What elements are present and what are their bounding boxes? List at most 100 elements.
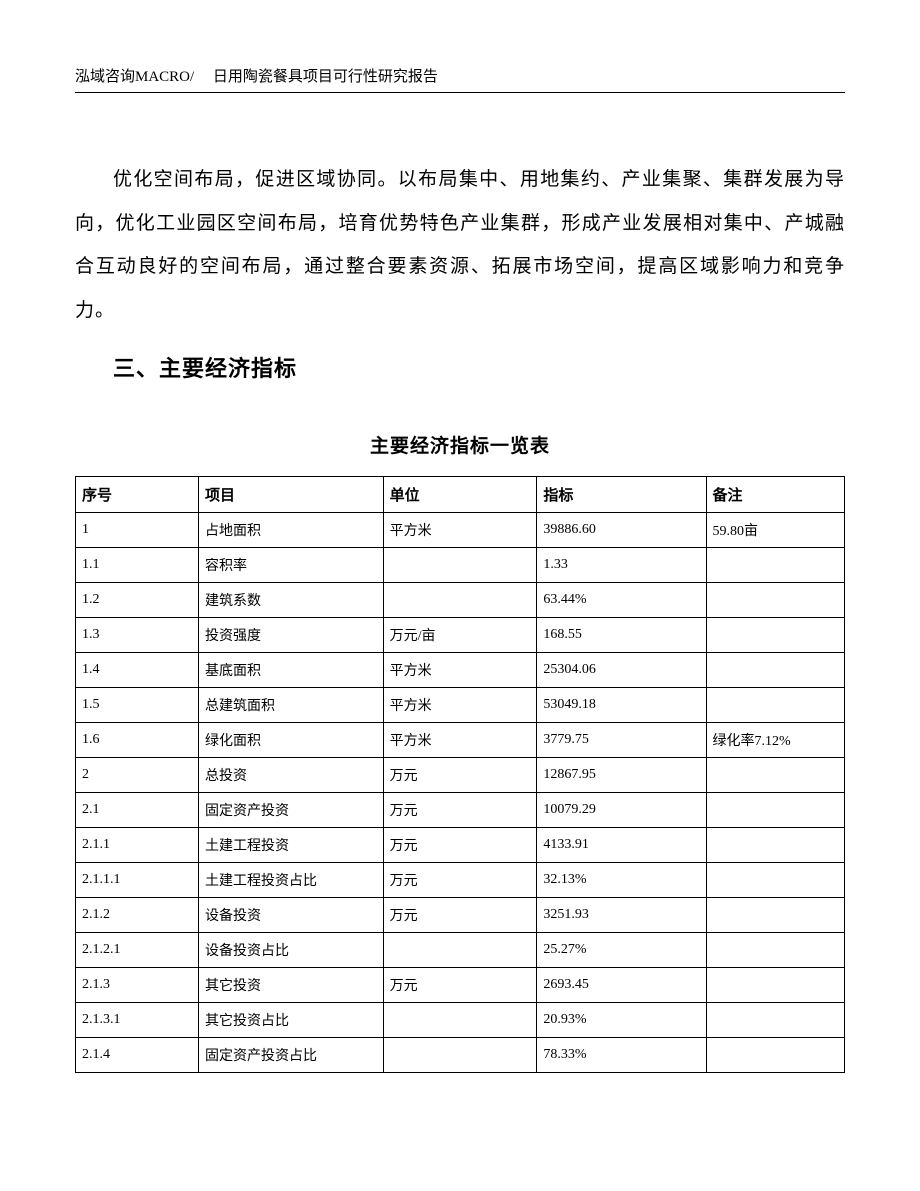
table-cell: 设备投资 bbox=[199, 897, 384, 932]
page-header: 泓域咨询MACRO/ 日用陶瓷餐具项目可行性研究报告 bbox=[75, 65, 845, 86]
table-cell bbox=[383, 932, 537, 967]
table-cell bbox=[706, 827, 844, 862]
table-cell: 万元 bbox=[383, 967, 537, 1002]
table-cell: 53049.18 bbox=[537, 687, 706, 722]
table-cell: 1.33 bbox=[537, 547, 706, 582]
table-cell: 39886.60 bbox=[537, 512, 706, 547]
table-cell bbox=[706, 1037, 844, 1072]
table-cell: 1.1 bbox=[76, 547, 199, 582]
table-cell: 12867.95 bbox=[537, 757, 706, 792]
table-row: 2.1.1.1土建工程投资占比万元32.13% bbox=[76, 862, 845, 897]
table-cell: 1.4 bbox=[76, 652, 199, 687]
table-cell: 2.1.2 bbox=[76, 897, 199, 932]
table-cell: 3251.93 bbox=[537, 897, 706, 932]
table-cell: 25304.06 bbox=[537, 652, 706, 687]
table-cell: 万元 bbox=[383, 827, 537, 862]
table-cell: 1.2 bbox=[76, 582, 199, 617]
table-cell: 总投资 bbox=[199, 757, 384, 792]
table-row: 2.1.2.1设备投资占比 25.27% bbox=[76, 932, 845, 967]
table-cell: 168.55 bbox=[537, 617, 706, 652]
table-cell: 其它投资占比 bbox=[199, 1002, 384, 1037]
table-row: 2总投资万元12867.95 bbox=[76, 757, 845, 792]
table-cell bbox=[706, 617, 844, 652]
table-cell: 2.1.3.1 bbox=[76, 1002, 199, 1037]
table-body: 1占地面积平方米39886.6059.80亩1.1容积率 1.33 1.2建筑系数 6… bbox=[76, 512, 845, 1072]
table-header-value: 指标 bbox=[537, 476, 706, 512]
table-cell: 2.1.3 bbox=[76, 967, 199, 1002]
table-cell: 1 bbox=[76, 512, 199, 547]
table-title: 主要经济指标一览表 bbox=[75, 431, 845, 458]
table-cell: 投资强度 bbox=[199, 617, 384, 652]
table-cell: 设备投资占比 bbox=[199, 932, 384, 967]
table-row: 2.1固定资产投资万元10079.29 bbox=[76, 792, 845, 827]
table-cell bbox=[706, 967, 844, 1002]
table-cell: 63.44% bbox=[537, 582, 706, 617]
table-cell: 平方米 bbox=[383, 722, 537, 757]
table-cell bbox=[706, 757, 844, 792]
table-row: 1.3投资强度万元/亩168.55 bbox=[76, 617, 845, 652]
table-cell bbox=[706, 792, 844, 827]
table-header-item: 项目 bbox=[199, 476, 384, 512]
table-row: 1.1容积率 1.33 bbox=[76, 547, 845, 582]
table-row: 1.2建筑系数 63.44% bbox=[76, 582, 845, 617]
table-cell bbox=[383, 1002, 537, 1037]
table-cell: 绿化率7.12% bbox=[706, 722, 844, 757]
table-cell: 其它投资 bbox=[199, 967, 384, 1002]
table-row: 2.1.3.1其它投资占比 20.93% bbox=[76, 1002, 845, 1037]
table-cell: 2 bbox=[76, 757, 199, 792]
table-cell: 32.13% bbox=[537, 862, 706, 897]
body-paragraph: 优化空间布局，促进区域协同。以布局集中、用地集约、产业集聚、集群发展为导向，优化… bbox=[75, 158, 845, 333]
table-cell: 建筑系数 bbox=[199, 582, 384, 617]
document-page: 泓域咨询MACRO/ 日用陶瓷餐具项目可行性研究报告 优化空间布局，促进区域协同… bbox=[0, 0, 920, 1148]
table-row: 2.1.4固定资产投资占比78.33% bbox=[76, 1037, 845, 1072]
table-header-seq: 序号 bbox=[76, 476, 199, 512]
table-cell: 总建筑面积 bbox=[199, 687, 384, 722]
table-cell: 10079.29 bbox=[537, 792, 706, 827]
table-cell bbox=[706, 582, 844, 617]
table-cell: 2.1.4 bbox=[76, 1037, 199, 1072]
table-cell: 绿化面积 bbox=[199, 722, 384, 757]
table-row: 2.1.1土建工程投资万元4133.91 bbox=[76, 827, 845, 862]
table-cell: 土建工程投资 bbox=[199, 827, 384, 862]
table-cell: 1.6 bbox=[76, 722, 199, 757]
table-cell: 平方米 bbox=[383, 512, 537, 547]
table-cell: 占地面积 bbox=[199, 512, 384, 547]
table-cell: 2.1.2.1 bbox=[76, 932, 199, 967]
table-cell: 2.1.1 bbox=[76, 827, 199, 862]
table-cell bbox=[706, 547, 844, 582]
table-row: 1.6绿化面积平方米3779.75绿化率7.12% bbox=[76, 722, 845, 757]
table-cell: 1.3 bbox=[76, 617, 199, 652]
table-cell: 2693.45 bbox=[537, 967, 706, 1002]
table-header-row: 序号 项目 单位 指标 备注 bbox=[76, 476, 845, 512]
table-header-unit: 单位 bbox=[383, 476, 537, 512]
table-cell: 25.27% bbox=[537, 932, 706, 967]
table-cell: 4133.91 bbox=[537, 827, 706, 862]
table-cell: 平方米 bbox=[383, 687, 537, 722]
table-cell: 2.1.1.1 bbox=[76, 862, 199, 897]
table-cell: 容积率 bbox=[199, 547, 384, 582]
table-cell bbox=[706, 652, 844, 687]
table-cell: 平方米 bbox=[383, 652, 537, 687]
table-cell: 土建工程投资占比 bbox=[199, 862, 384, 897]
table-header-note: 备注 bbox=[706, 476, 844, 512]
table-cell: 3779.75 bbox=[537, 722, 706, 757]
table-row: 1.5总建筑面积平方米53049.18 bbox=[76, 687, 845, 722]
table-cell bbox=[706, 1002, 844, 1037]
economic-indicators-table: 序号 项目 单位 指标 备注 1占地面积平方米39886.6059.80亩1.1… bbox=[75, 476, 845, 1073]
table-cell: 20.93% bbox=[537, 1002, 706, 1037]
table-cell: 万元 bbox=[383, 757, 537, 792]
header-rule bbox=[75, 92, 845, 93]
table-cell: 万元 bbox=[383, 792, 537, 827]
table-cell bbox=[383, 1037, 537, 1072]
table-row: 2.1.2设备投资万元3251.93 bbox=[76, 897, 845, 932]
table-row: 1.4基底面积平方米25304.06 bbox=[76, 652, 845, 687]
table-cell bbox=[706, 932, 844, 967]
table-cell: 万元 bbox=[383, 897, 537, 932]
table-cell bbox=[383, 582, 537, 617]
table-cell: 基底面积 bbox=[199, 652, 384, 687]
table-cell bbox=[706, 862, 844, 897]
table-row: 2.1.3其它投资万元2693.45 bbox=[76, 967, 845, 1002]
table-row: 1占地面积平方米39886.6059.80亩 bbox=[76, 512, 845, 547]
table-cell: 万元/亩 bbox=[383, 617, 537, 652]
table-cell bbox=[383, 547, 537, 582]
